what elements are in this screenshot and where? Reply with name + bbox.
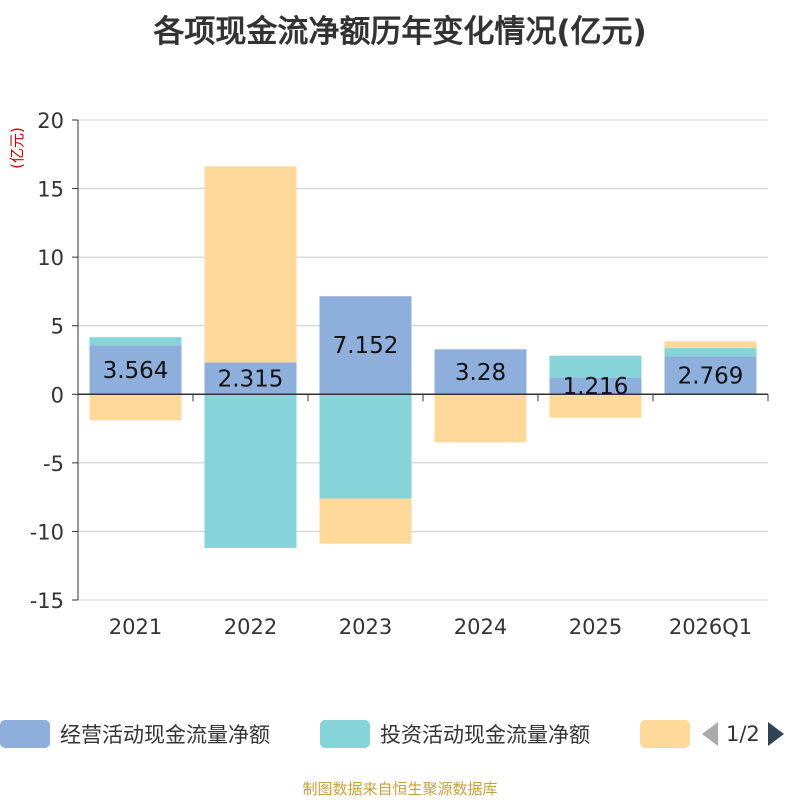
data-label: 3.564: [103, 358, 169, 384]
bar-operating: [434, 349, 527, 395]
bar-investing: [89, 337, 182, 346]
bar-operating: [204, 362, 297, 395]
bar-financing: [549, 394, 642, 418]
bar-financing: [664, 341, 757, 349]
data-label: 2.315: [218, 366, 284, 392]
y-tick-label: 20: [37, 109, 64, 133]
data-label: 2.769: [678, 363, 744, 389]
chevron-left-icon[interactable]: [700, 720, 720, 748]
legend-item-financing[interactable]: [640, 716, 700, 752]
y-tick-label: 10: [37, 246, 64, 270]
x-tick-label: 2026Q1: [669, 615, 752, 639]
y-tick-label: -10: [30, 520, 64, 544]
x-tick-label: 2025: [569, 615, 622, 639]
legend-pager: 1/2: [700, 716, 786, 752]
y-tick-label: -15: [30, 589, 64, 613]
y-axis-unit: (亿元): [8, 127, 26, 169]
legend-label-operating: 经营活动现金流量净额: [60, 723, 270, 747]
chevron-right-icon[interactable]: [766, 720, 786, 748]
x-tick-label: 2023: [339, 615, 392, 639]
y-tick-label: 0: [51, 383, 64, 407]
legend-swatch-financing: [640, 720, 690, 748]
x-tick-label: 2024: [454, 615, 507, 639]
legend-swatch-investing: [320, 720, 370, 748]
legend-swatch-operating: [0, 720, 50, 748]
y-tick-label: 5: [51, 315, 64, 339]
legend-page-indicator: 1/2: [726, 722, 760, 746]
source-note: 制图数据来自恒生聚源数据库: [302, 780, 498, 798]
legend-label-investing: 投资活动现金流量净额: [380, 723, 590, 747]
bar-financing: [319, 498, 412, 544]
y-tick-label: 15: [37, 178, 64, 202]
legend-item-operating[interactable]: 经营活动现金流量净额: [0, 716, 270, 752]
bar-financing: [434, 394, 527, 443]
bar-financing: [89, 394, 182, 421]
bar-financing: [204, 166, 297, 363]
y-tick-label: -5: [43, 452, 64, 476]
x-tick-label: 2021: [109, 615, 162, 639]
bar-operating: [89, 345, 182, 395]
data-label: 7.152: [333, 333, 399, 359]
x-tick-label: 2022: [224, 615, 277, 639]
bar-investing: [319, 394, 412, 499]
data-label: 1.216: [563, 374, 629, 400]
bar-investing: [204, 394, 297, 548]
bar-operating: [549, 377, 642, 395]
data-label: 3.28: [455, 360, 506, 386]
bar-operating: [664, 356, 757, 395]
bar-investing: [664, 348, 757, 357]
legend-item-investing[interactable]: 投资活动现金流量净额: [320, 716, 590, 752]
chart-title: 各项现金流净额历年变化情况(亿元): [153, 14, 647, 50]
bar-operating: [319, 296, 412, 395]
bar-investing: [549, 355, 642, 378]
